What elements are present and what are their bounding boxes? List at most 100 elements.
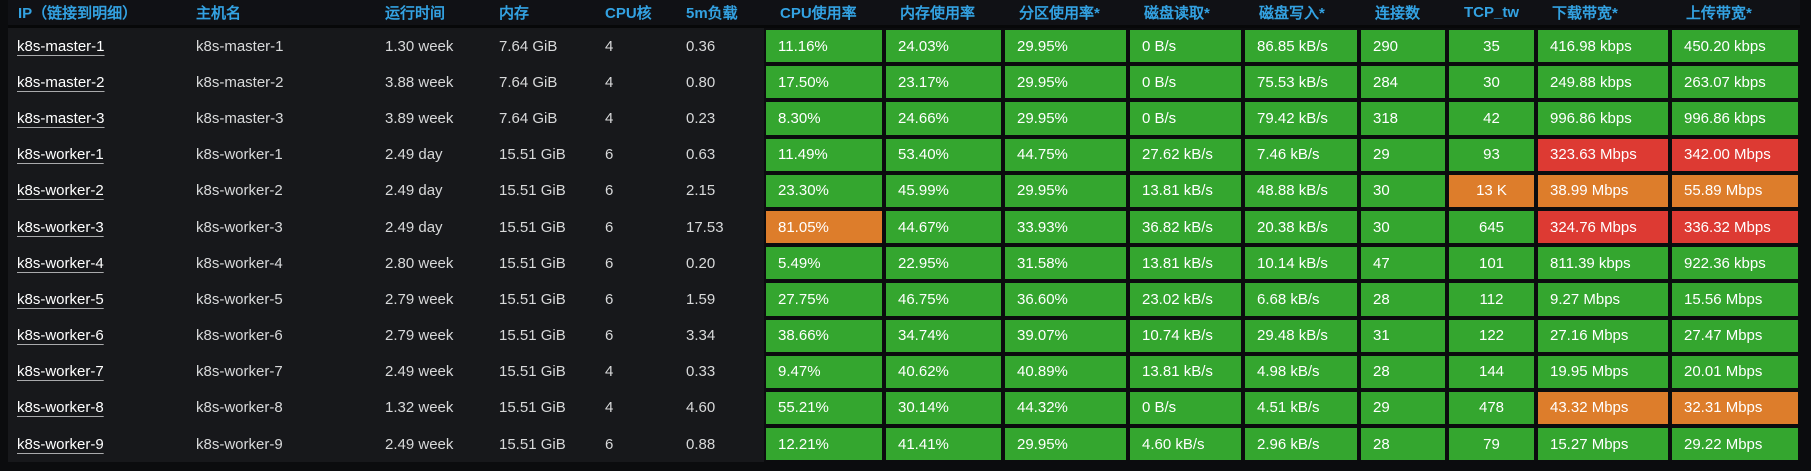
ip-link[interactable]: k8s-worker-3 <box>17 218 104 236</box>
ip-cell: k8s-worker-1 <box>8 137 186 173</box>
table-row: k8s-worker-9 k8s-worker-9 2.49 week 15.5… <box>8 426 1800 463</box>
tcp-tw-cell: 35 <box>1447 28 1536 65</box>
download-bw-cell: 9.27 Mbps <box>1536 281 1670 318</box>
disk-write-cell: 86.85 kB/s <box>1243 28 1359 65</box>
uptime-cell: 2.79 week <box>385 290 454 308</box>
cpu-usage-cell: 9.47% <box>764 353 884 390</box>
ip-link[interactable]: k8s-worker-9 <box>17 435 104 453</box>
col-header-partition-usage[interactable]: 分区使用率* <box>1019 5 1100 22</box>
disk-write-cell: 29.48 kB/s <box>1243 317 1359 354</box>
connections-cell: 290 <box>1359 28 1447 65</box>
ip-link[interactable]: k8s-worker-7 <box>17 363 104 381</box>
col-header-cpu-usage[interactable]: CPU使用率 <box>780 5 857 22</box>
memory-cell: 15.51 GiB <box>499 435 566 453</box>
cpu-cores-cell: 4 <box>605 73 614 91</box>
col-header-tcp-tw[interactable]: TCP_tw <box>1463 4 1519 21</box>
ip-link[interactable]: k8s-worker-4 <box>17 254 104 272</box>
col-header-cpu-cores[interactable]: CPU核 <box>605 5 652 22</box>
memory-cell: 15.51 GiB <box>499 218 566 236</box>
table-row: k8s-worker-7 k8s-worker-7 2.49 week 15.5… <box>8 353 1800 390</box>
ip-cell: k8s-worker-8 <box>8 390 186 426</box>
col-header-disk-read[interactable]: 磁盘读取* <box>1144 5 1210 22</box>
table-row: k8s-master-2 k8s-master-2 3.88 week 7.64… <box>8 64 1800 101</box>
cpu-cores-cell: 6 <box>605 290 614 308</box>
connections-cell: 28 <box>1359 353 1447 390</box>
table-row: k8s-worker-6 k8s-worker-6 2.79 week 15.5… <box>8 317 1800 354</box>
partition-usage-cell: 29.95% <box>1003 100 1128 137</box>
load-5m-cell: 0.63 <box>686 146 716 164</box>
col-header-hostname[interactable]: 主机名 <box>196 5 242 22</box>
connections-cell: 29 <box>1359 389 1447 427</box>
disk-read-cell: 27.62 kB/s <box>1128 136 1243 173</box>
partition-usage-cell: 29.95% <box>1003 172 1128 209</box>
tcp-tw-cell: 42 <box>1447 100 1536 137</box>
cpu-usage-cell: 11.49% <box>764 136 884 173</box>
load-5m-cell: 1.59 <box>686 290 716 308</box>
mem-usage-cell: 23.17% <box>884 64 1003 101</box>
table-row: k8s-worker-4 k8s-worker-4 2.80 week 15.5… <box>8 245 1800 282</box>
disk-read-cell: 36.82 kB/s <box>1128 208 1243 246</box>
cpu-usage-cell: 11.16% <box>764 28 884 65</box>
upload-bw-cell: 342.00 Mbps <box>1670 136 1800 173</box>
col-header-load-5m[interactable]: 5m负载 <box>686 5 738 22</box>
table-row: k8s-worker-2 k8s-worker-2 2.49 day 15.51… <box>8 172 1800 209</box>
cpu-usage-cell: 5.49% <box>764 245 884 282</box>
table-body: k8s-master-1 k8s-master-1 1.30 week 7.64… <box>8 28 1800 463</box>
mem-usage-cell: 44.67% <box>884 208 1003 246</box>
disk-read-cell: 0 B/s <box>1128 28 1243 65</box>
ip-link[interactable]: k8s-worker-6 <box>17 327 104 345</box>
partition-usage-cell: 33.93% <box>1003 208 1128 246</box>
memory-cell: 7.64 GiB <box>499 37 558 55</box>
disk-write-cell: 75.53 kB/s <box>1243 64 1359 101</box>
disk-write-cell: 20.38 kB/s <box>1243 208 1359 246</box>
connections-cell: 28 <box>1359 426 1447 463</box>
uptime-cell: 2.49 day <box>385 218 443 236</box>
uptime-cell: 2.80 week <box>385 254 454 272</box>
download-bw-cell: 43.32 Mbps <box>1536 389 1670 427</box>
mem-usage-cell: 53.40% <box>884 136 1003 173</box>
col-header-uptime[interactable]: 运行时间 <box>385 5 446 22</box>
ip-link[interactable]: k8s-master-2 <box>17 73 105 91</box>
tcp-tw-cell: 101 <box>1447 245 1536 282</box>
col-header-upload-bw[interactable]: 上传带宽* <box>1686 5 1752 22</box>
connections-cell: 29 <box>1359 136 1447 173</box>
connections-cell: 318 <box>1359 100 1447 137</box>
ip-link[interactable]: k8s-master-1 <box>17 37 105 55</box>
partition-usage-cell: 29.95% <box>1003 28 1128 65</box>
uptime-cell: 3.88 week <box>385 73 454 91</box>
col-header-ip[interactable]: IP（链接到明细） <box>18 5 138 22</box>
uptime-cell: 2.49 day <box>385 182 443 200</box>
connections-cell: 30 <box>1359 208 1447 246</box>
col-header-download-bw[interactable]: 下载带宽* <box>1552 5 1618 22</box>
col-header-memory[interactable]: 内存 <box>499 5 530 22</box>
connections-cell: 31 <box>1359 317 1447 354</box>
ip-link[interactable]: k8s-worker-5 <box>17 290 104 308</box>
cpu-cores-cell: 6 <box>605 146 614 164</box>
col-header-connections[interactable]: 连接数 <box>1375 5 1421 22</box>
ip-link[interactable]: k8s-master-3 <box>17 109 105 127</box>
disk-read-cell: 0 B/s <box>1128 100 1243 137</box>
mem-usage-cell: 24.03% <box>884 28 1003 65</box>
download-bw-cell: 15.27 Mbps <box>1536 426 1670 463</box>
disk-read-cell: 13.81 kB/s <box>1128 172 1243 209</box>
load-5m-cell: 3.34 <box>686 327 716 345</box>
upload-bw-cell: 55.89 Mbps <box>1670 172 1800 209</box>
memory-cell: 15.51 GiB <box>499 290 566 308</box>
load-5m-cell: 0.23 <box>686 109 716 127</box>
hostname-cell: k8s-worker-7 <box>196 363 283 381</box>
download-bw-cell: 249.88 kbps <box>1536 64 1670 101</box>
ip-cell: k8s-master-1 <box>8 28 186 64</box>
partition-usage-cell: 44.32% <box>1003 389 1128 427</box>
load-5m-cell: 0.33 <box>686 363 716 381</box>
ip-link[interactable]: k8s-worker-1 <box>17 146 104 164</box>
col-header-disk-write[interactable]: 磁盘写入* <box>1259 5 1325 22</box>
col-header-mem-usage[interactable]: 内存使用率 <box>900 5 976 22</box>
partition-usage-cell: 29.95% <box>1003 64 1128 101</box>
ip-link[interactable]: k8s-worker-2 <box>17 182 104 200</box>
ip-link[interactable]: k8s-worker-8 <box>17 399 104 417</box>
cpu-cores-cell: 4 <box>605 109 614 127</box>
download-bw-cell: 27.16 Mbps <box>1536 317 1670 354</box>
tcp-tw-cell: 13 K <box>1447 172 1536 209</box>
disk-write-cell: 79.42 kB/s <box>1243 100 1359 137</box>
upload-bw-cell: 29.22 Mbps <box>1670 426 1800 463</box>
